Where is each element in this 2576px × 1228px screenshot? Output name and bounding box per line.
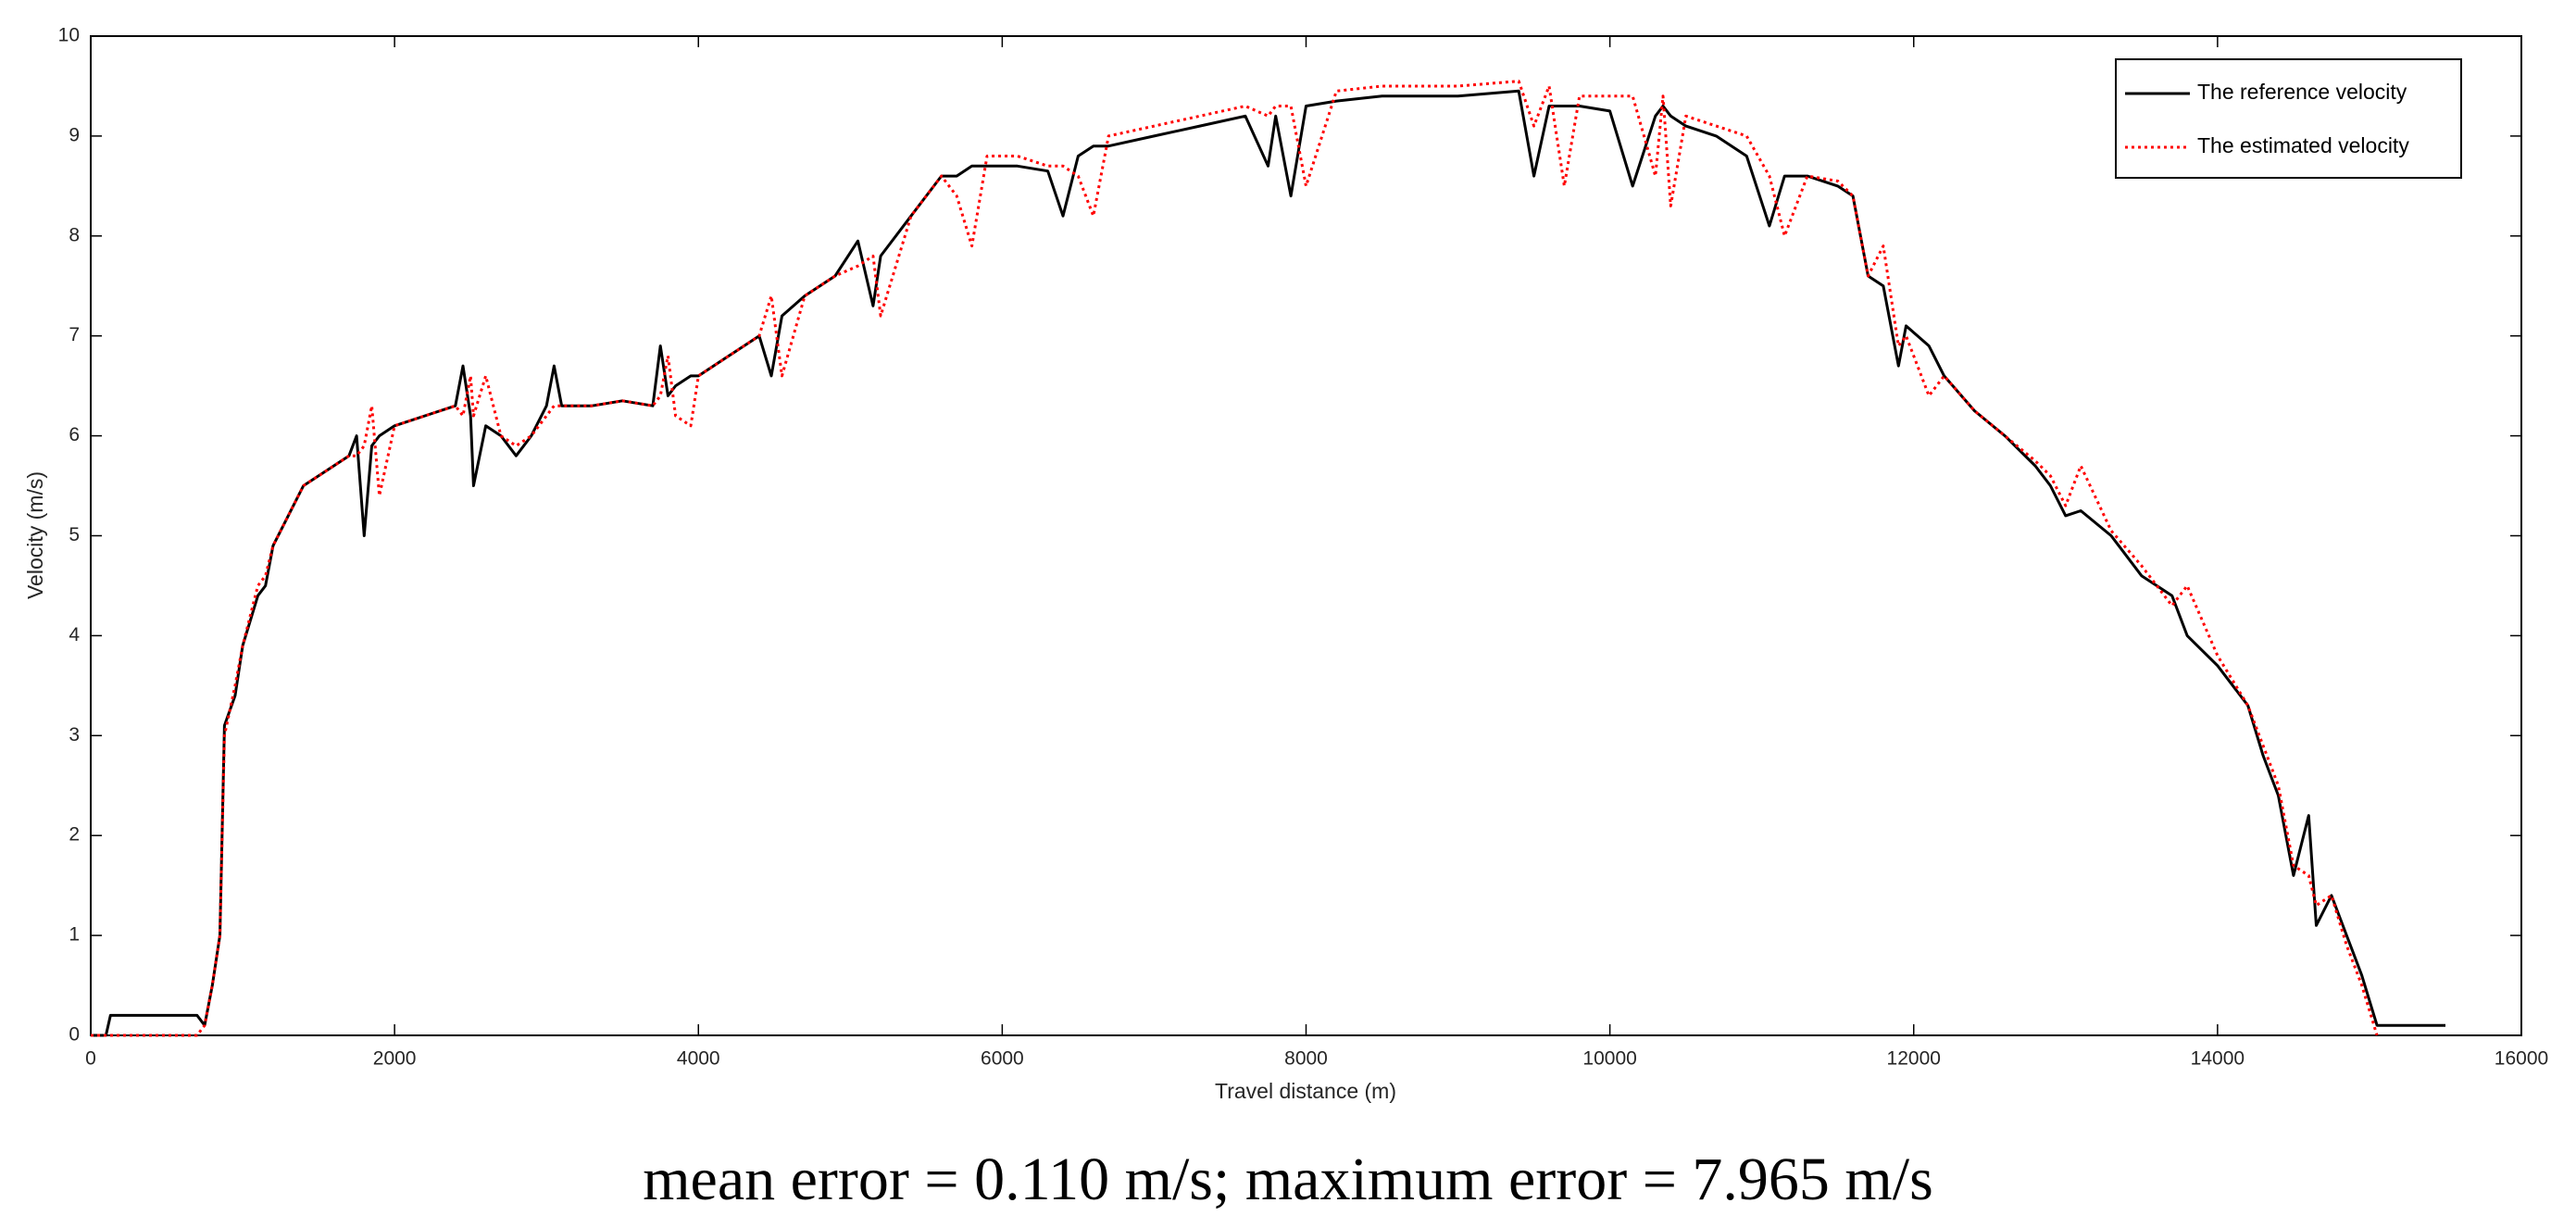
legend-box (2115, 58, 2462, 179)
y-tick-label: 6 (69, 424, 80, 445)
y-tick-label: 0 (69, 1024, 80, 1046)
y-axis-label: Velocity (m/s) (23, 471, 47, 599)
y-tick-label: 9 (69, 124, 80, 145)
y-tick-label: 5 (69, 524, 80, 545)
x-tick-label: 2000 (373, 1048, 417, 1070)
y-tick-label: 4 (69, 624, 80, 645)
caption: mean error = 0.110 m/s; maximum error = … (643, 1146, 1933, 1213)
y-tick-label: 3 (69, 724, 80, 746)
x-tick-label: 14000 (2191, 1048, 2245, 1070)
series-line (91, 80, 2379, 1037)
x-tick-label: 8000 (1284, 1048, 1328, 1070)
x-tick-label: 12000 (1887, 1048, 1941, 1070)
y-tick-label: 1 (69, 924, 80, 946)
y-tick-label: 8 (69, 224, 80, 245)
x-tick-label: 10000 (1582, 1048, 1636, 1070)
x-tick-label: 6000 (981, 1048, 1024, 1070)
y-tick-label: 7 (69, 324, 80, 345)
legend-label: The reference velocity (2197, 80, 2407, 104)
x-tick-label: 4000 (677, 1048, 720, 1070)
legend-label: The estimated velocity (2197, 133, 2409, 157)
plot-area (90, 35, 2522, 1036)
y-tick-label: 2 (69, 824, 80, 846)
x-tick-label: 0 (85, 1048, 96, 1070)
x-axis-label: Travel distance (m) (1215, 1079, 1396, 1103)
y-tick-label: 10 (58, 25, 80, 46)
x-tick-label: 16000 (2495, 1048, 2548, 1070)
